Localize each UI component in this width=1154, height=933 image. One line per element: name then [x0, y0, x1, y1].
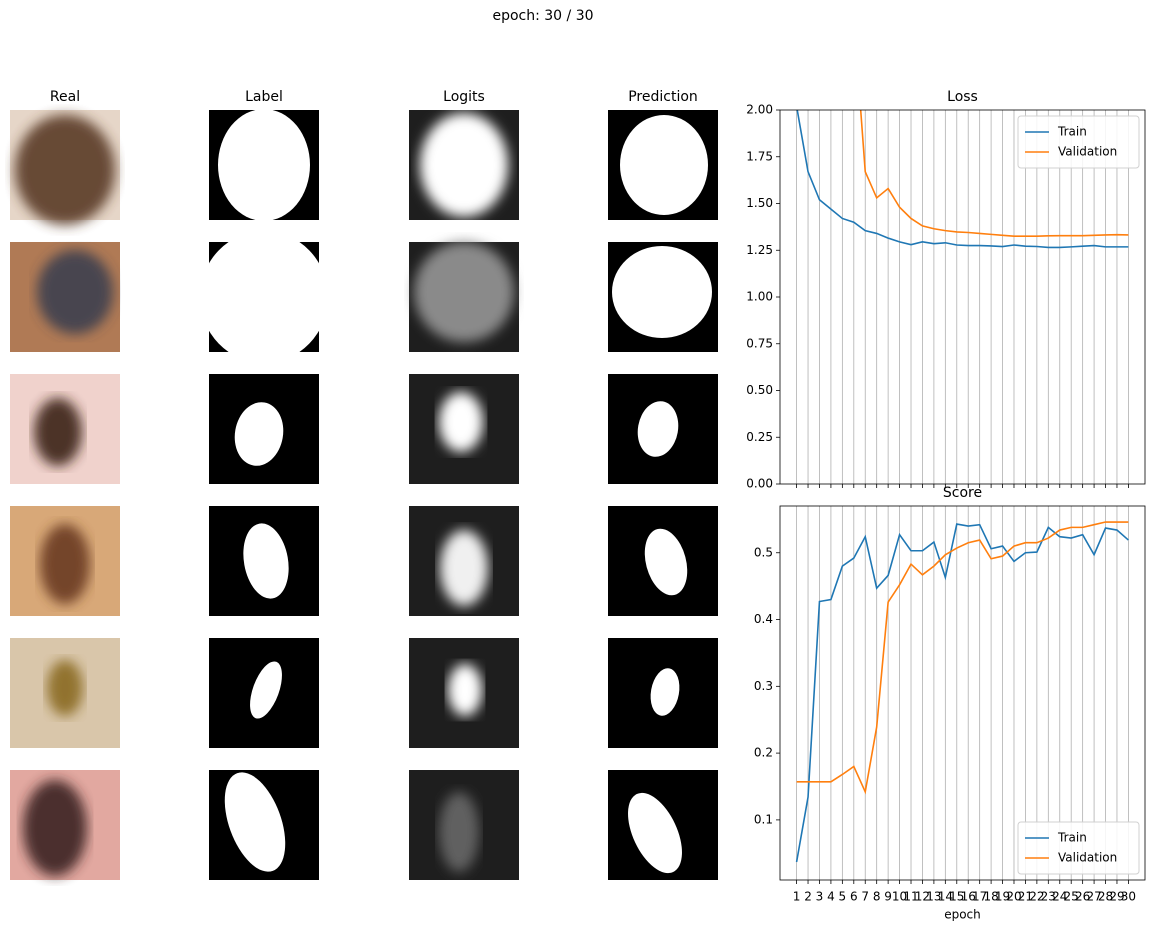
pred-mask [628, 792, 682, 874]
y-tick-label: 1.25 [746, 243, 773, 257]
x-tick-label: 27 [1086, 890, 1101, 904]
logit-glow [440, 530, 488, 606]
x-tick-label: 1 [793, 890, 801, 904]
x-tick-label: 17 [972, 890, 987, 904]
y-tick-label: 1.50 [746, 196, 773, 210]
y-tick-label: 0.1 [754, 812, 773, 826]
pred-mask [644, 528, 688, 596]
y-tick-label: 0.50 [746, 383, 773, 397]
y-tick-label: 0.00 [746, 477, 773, 491]
x-tick-label: 18 [983, 890, 998, 904]
x-tick-label: 25 [1064, 890, 1079, 904]
y-tick-label: 0.5 [754, 545, 773, 559]
logit-glow [420, 113, 508, 217]
legend-box [1017, 115, 1140, 169]
x-tick-label: 20 [1006, 890, 1021, 904]
mask [250, 661, 282, 719]
x-tick-label: 12 [915, 890, 930, 904]
x-tick-label: 5 [839, 890, 847, 904]
y-tick-label: 0.3 [754, 679, 773, 693]
column-title: Prediction [628, 89, 698, 105]
mask [234, 402, 284, 466]
y-tick-label: 0.4 [754, 612, 773, 626]
logit-glow [448, 664, 482, 716]
pred-mask [612, 246, 712, 338]
x-tick-label: 16 [961, 890, 976, 904]
y-tick-label: 0.75 [746, 336, 773, 350]
y-tick-label: 1.75 [746, 149, 773, 163]
legend-label: Validation [1058, 145, 1117, 159]
x-tick-label: 22 [1029, 890, 1044, 904]
x-tick-label: 23 [1041, 890, 1056, 904]
x-tick-label: 8 [873, 890, 881, 904]
x-tick-label: 2 [804, 890, 812, 904]
series-line [795, 523, 1129, 863]
column-title: Real [50, 89, 80, 105]
x-tick-label: 3 [816, 890, 824, 904]
series-line [796, 110, 1129, 249]
x-tick-label: 9 [884, 890, 892, 904]
x-tick-label: 14 [938, 890, 953, 904]
column-title: Logits [443, 89, 485, 105]
lesion [15, 115, 115, 225]
lesion [40, 524, 90, 604]
column-title: Label [245, 89, 283, 105]
y-tick-label: 2.00 [746, 103, 773, 117]
x-tick-label: 30 [1121, 890, 1136, 904]
x-axis-label: epoch [944, 908, 981, 922]
y-tick-label: 0.2 [754, 746, 773, 760]
pred-mask [620, 115, 708, 215]
axes-frame [779, 109, 1146, 485]
mask [243, 523, 289, 599]
logit-glow [414, 242, 514, 342]
x-tick-label: 7 [861, 890, 869, 904]
x-tick-label: 26 [1075, 890, 1090, 904]
mask [224, 772, 286, 872]
lesion [47, 660, 83, 716]
x-tick-label: 15 [949, 890, 964, 904]
series-line [796, 521, 1129, 795]
x-tick-label: 10 [892, 890, 907, 904]
logit-glow [439, 392, 483, 452]
legend-box [1017, 821, 1140, 875]
x-tick-label: 11 [903, 890, 918, 904]
mask [218, 110, 310, 220]
chart-title: Loss [947, 89, 978, 105]
figure-title: epoch: 30 / 30 [492, 8, 593, 24]
legend-label: Train [1057, 831, 1087, 845]
x-tick-label: 13 [926, 890, 941, 904]
lesion [23, 780, 87, 876]
chart-title: Score [943, 485, 982, 501]
x-tick-label: 28 [1098, 890, 1113, 904]
pred-mask [650, 668, 680, 716]
x-tick-label: 29 [1109, 890, 1124, 904]
logit-glow [439, 792, 479, 872]
x-tick-label: 24 [1052, 890, 1067, 904]
mask [209, 242, 319, 352]
legend-label: Train [1057, 125, 1087, 139]
x-tick-label: 6 [850, 890, 858, 904]
image-grid [10, 110, 718, 880]
axes-frame [779, 505, 1146, 881]
lesion [37, 250, 113, 334]
series-line [859, 110, 1129, 238]
y-tick-label: 0.25 [746, 430, 773, 444]
legend-label: Validation [1058, 851, 1117, 865]
lesion [34, 398, 82, 466]
y-tick-label: 1.00 [746, 290, 773, 304]
x-tick-label: 21 [1018, 890, 1033, 904]
x-tick-label: 19 [995, 890, 1010, 904]
x-tick-label: 4 [827, 890, 835, 904]
pred-mask [637, 401, 679, 457]
